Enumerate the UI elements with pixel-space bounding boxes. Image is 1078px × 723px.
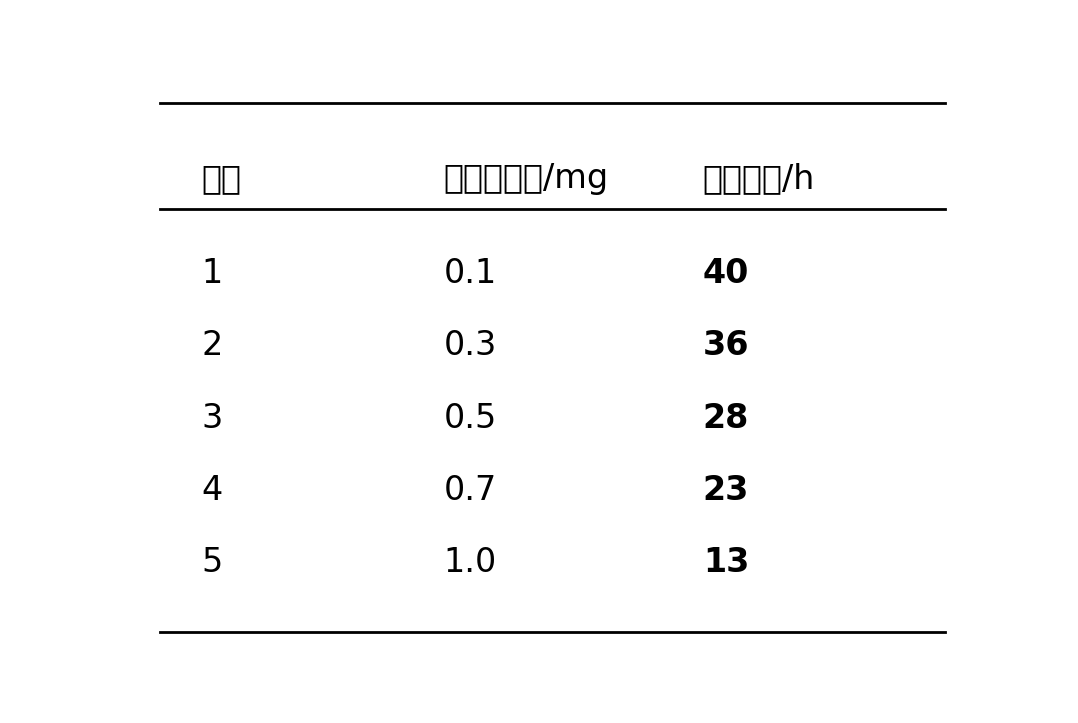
Text: 1: 1 [202,257,223,290]
Text: 0.1: 0.1 [444,257,497,290]
Text: 1.0: 1.0 [444,547,497,579]
Text: 36: 36 [703,329,749,362]
Text: 催化剂加量/mg: 催化剂加量/mg [444,162,609,195]
Text: 13: 13 [703,547,749,579]
Text: 编号: 编号 [202,162,241,195]
Text: 0.7: 0.7 [444,474,497,507]
Text: 0.3: 0.3 [444,329,497,362]
Text: 5: 5 [202,547,223,579]
Text: 23: 23 [703,474,749,507]
Text: 2: 2 [202,329,223,362]
Text: 4: 4 [202,474,223,507]
Text: 3: 3 [202,401,223,435]
Text: 28: 28 [703,401,749,435]
Text: 40: 40 [703,257,749,290]
Text: 成胶时间/h: 成胶时间/h [703,162,815,195]
Text: 0.5: 0.5 [444,401,497,435]
